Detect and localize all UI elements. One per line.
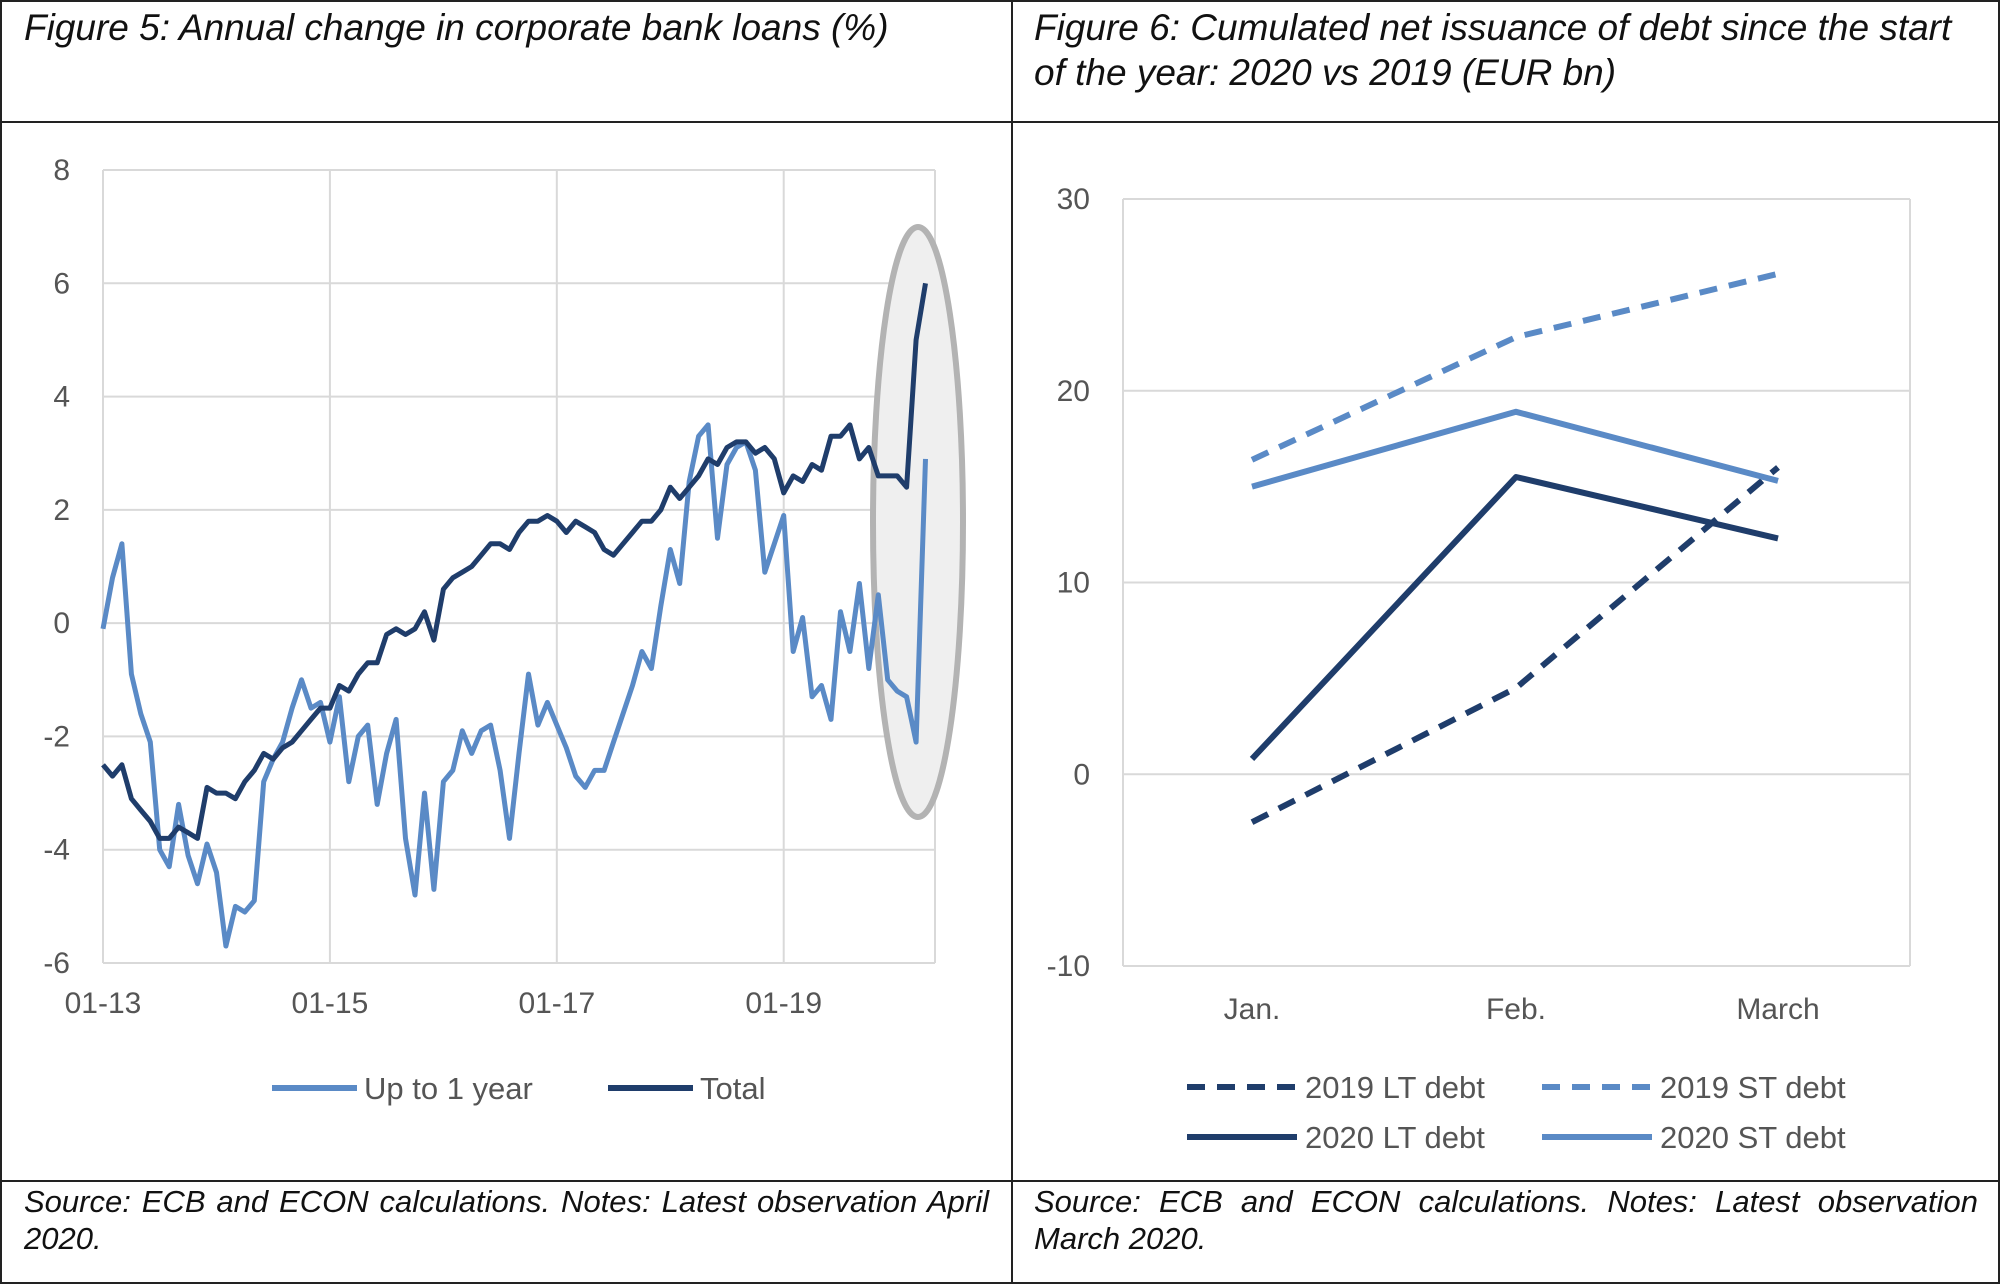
x-tick-label: 01-17 <box>518 987 595 1020</box>
table-border-left <box>0 0 2 1284</box>
y-tick-label: 20 <box>1057 375 1090 408</box>
series-line-2019-st-debt <box>1250 270 1779 463</box>
x-tick-label: 01-15 <box>292 987 369 1020</box>
y-tick-label: 30 <box>1057 183 1090 216</box>
x-tick-label: March <box>1736 993 1819 1026</box>
y-tick-label: -10 <box>1047 950 1090 983</box>
legend-label: 2020 ST debt <box>1660 1120 1846 1155</box>
figure5-title: Figure 5: Annual change in corporate ban… <box>24 7 889 48</box>
highlight-ellipse <box>870 224 966 820</box>
table-border-bottom <box>0 1282 2000 1284</box>
series-line-total <box>101 282 928 841</box>
series-line-up-to-1-year <box>100 422 928 949</box>
header-divider <box>0 121 2000 123</box>
y-tick-label: -6 <box>43 947 70 980</box>
figure6-chart: 30 20 10 0 -10 Jan. Feb. March 2019 LT debt 2019 … <box>1047 183 1911 1155</box>
y-tick-label: -2 <box>43 720 70 753</box>
y-tick-label: 0 <box>53 607 70 640</box>
series-line-2020-lt-debt <box>1249 474 1779 761</box>
figure6-title: Figure 6: Cumulated net issuance of debt… <box>1034 7 1952 93</box>
figure5-chart: 8 6 4 2 0 -2 -4 -6 01-13 01-15 01-17 01-19 Up to 1 y… <box>43 154 966 1106</box>
y-tick-label: -4 <box>43 834 70 867</box>
x-tick-label: Jan. <box>1224 993 1281 1026</box>
x-tick-label: 01-13 <box>65 987 142 1020</box>
series-line-2019-lt-debt <box>1250 465 1780 825</box>
legend-label: 2019 LT debt <box>1305 1070 1485 1105</box>
legend-label: Total <box>700 1071 765 1106</box>
legend-label: Up to 1 year <box>364 1071 533 1106</box>
legend-label: 2020 LT debt <box>1305 1120 1485 1155</box>
y-tick-label: 10 <box>1057 567 1090 600</box>
y-tick-label: 8 <box>53 154 70 187</box>
y-tick-label: 6 <box>53 267 70 300</box>
x-tick-label: 01-19 <box>745 987 822 1020</box>
figure5-source: Source: ECB and ECON calculations. Notes… <box>24 1184 989 1256</box>
column-divider <box>1011 0 1013 1284</box>
table-border-top <box>0 0 2000 2</box>
series-line-2020-st-debt <box>1251 408 1779 490</box>
y-tick-label: 0 <box>1073 758 1090 791</box>
figure6-source: Source: ECB and ECON calculations. Notes… <box>1034 1184 1978 1256</box>
y-tick-label: 4 <box>53 381 70 414</box>
y-tick-label: 2 <box>53 494 70 527</box>
table-border-right <box>1998 0 2000 1284</box>
x-tick-label: Feb. <box>1486 993 1546 1026</box>
legend-label: 2019 ST debt <box>1660 1070 1846 1105</box>
footer-divider <box>0 1180 2000 1182</box>
